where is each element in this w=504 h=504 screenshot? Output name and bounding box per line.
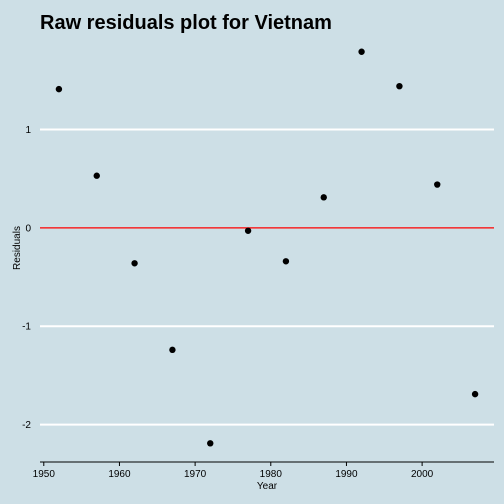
x-axis-ticks: 1950 1960 1970 1980 1990 2000 bbox=[33, 462, 434, 480]
data-point bbox=[93, 172, 100, 179]
x-tick-label: 1950 bbox=[33, 469, 56, 480]
data-point bbox=[169, 346, 176, 354]
x-tick-label: 1990 bbox=[335, 469, 358, 480]
y-tick-label: 0 bbox=[25, 223, 31, 234]
data-point bbox=[471, 390, 479, 398]
y-tick-label: -1 bbox=[22, 322, 31, 333]
y-axis-label: Residuals bbox=[12, 226, 23, 270]
data-point bbox=[320, 194, 327, 201]
data-points bbox=[55, 48, 479, 447]
data-point bbox=[131, 260, 138, 267]
data-point bbox=[207, 440, 214, 447]
data-point bbox=[244, 227, 252, 234]
y-tick-label: 1 bbox=[25, 125, 31, 136]
data-point bbox=[282, 258, 290, 265]
data-point bbox=[434, 181, 441, 188]
x-tick-label: 2000 bbox=[411, 469, 434, 480]
data-point bbox=[358, 48, 365, 55]
data-point bbox=[55, 85, 63, 93]
x-axis-label: Year bbox=[257, 481, 278, 492]
y-axis-ticks: -2 -1 0 1 bbox=[22, 125, 31, 431]
x-tick-label: 1960 bbox=[108, 469, 131, 480]
x-tick-label: 1970 bbox=[184, 469, 207, 480]
gridlines bbox=[40, 128, 494, 426]
data-point bbox=[396, 82, 403, 90]
y-tick-label: -2 bbox=[22, 420, 31, 431]
x-tick-label: 1980 bbox=[260, 469, 283, 480]
chart-title: Raw residuals plot for Vietnam bbox=[40, 12, 332, 34]
